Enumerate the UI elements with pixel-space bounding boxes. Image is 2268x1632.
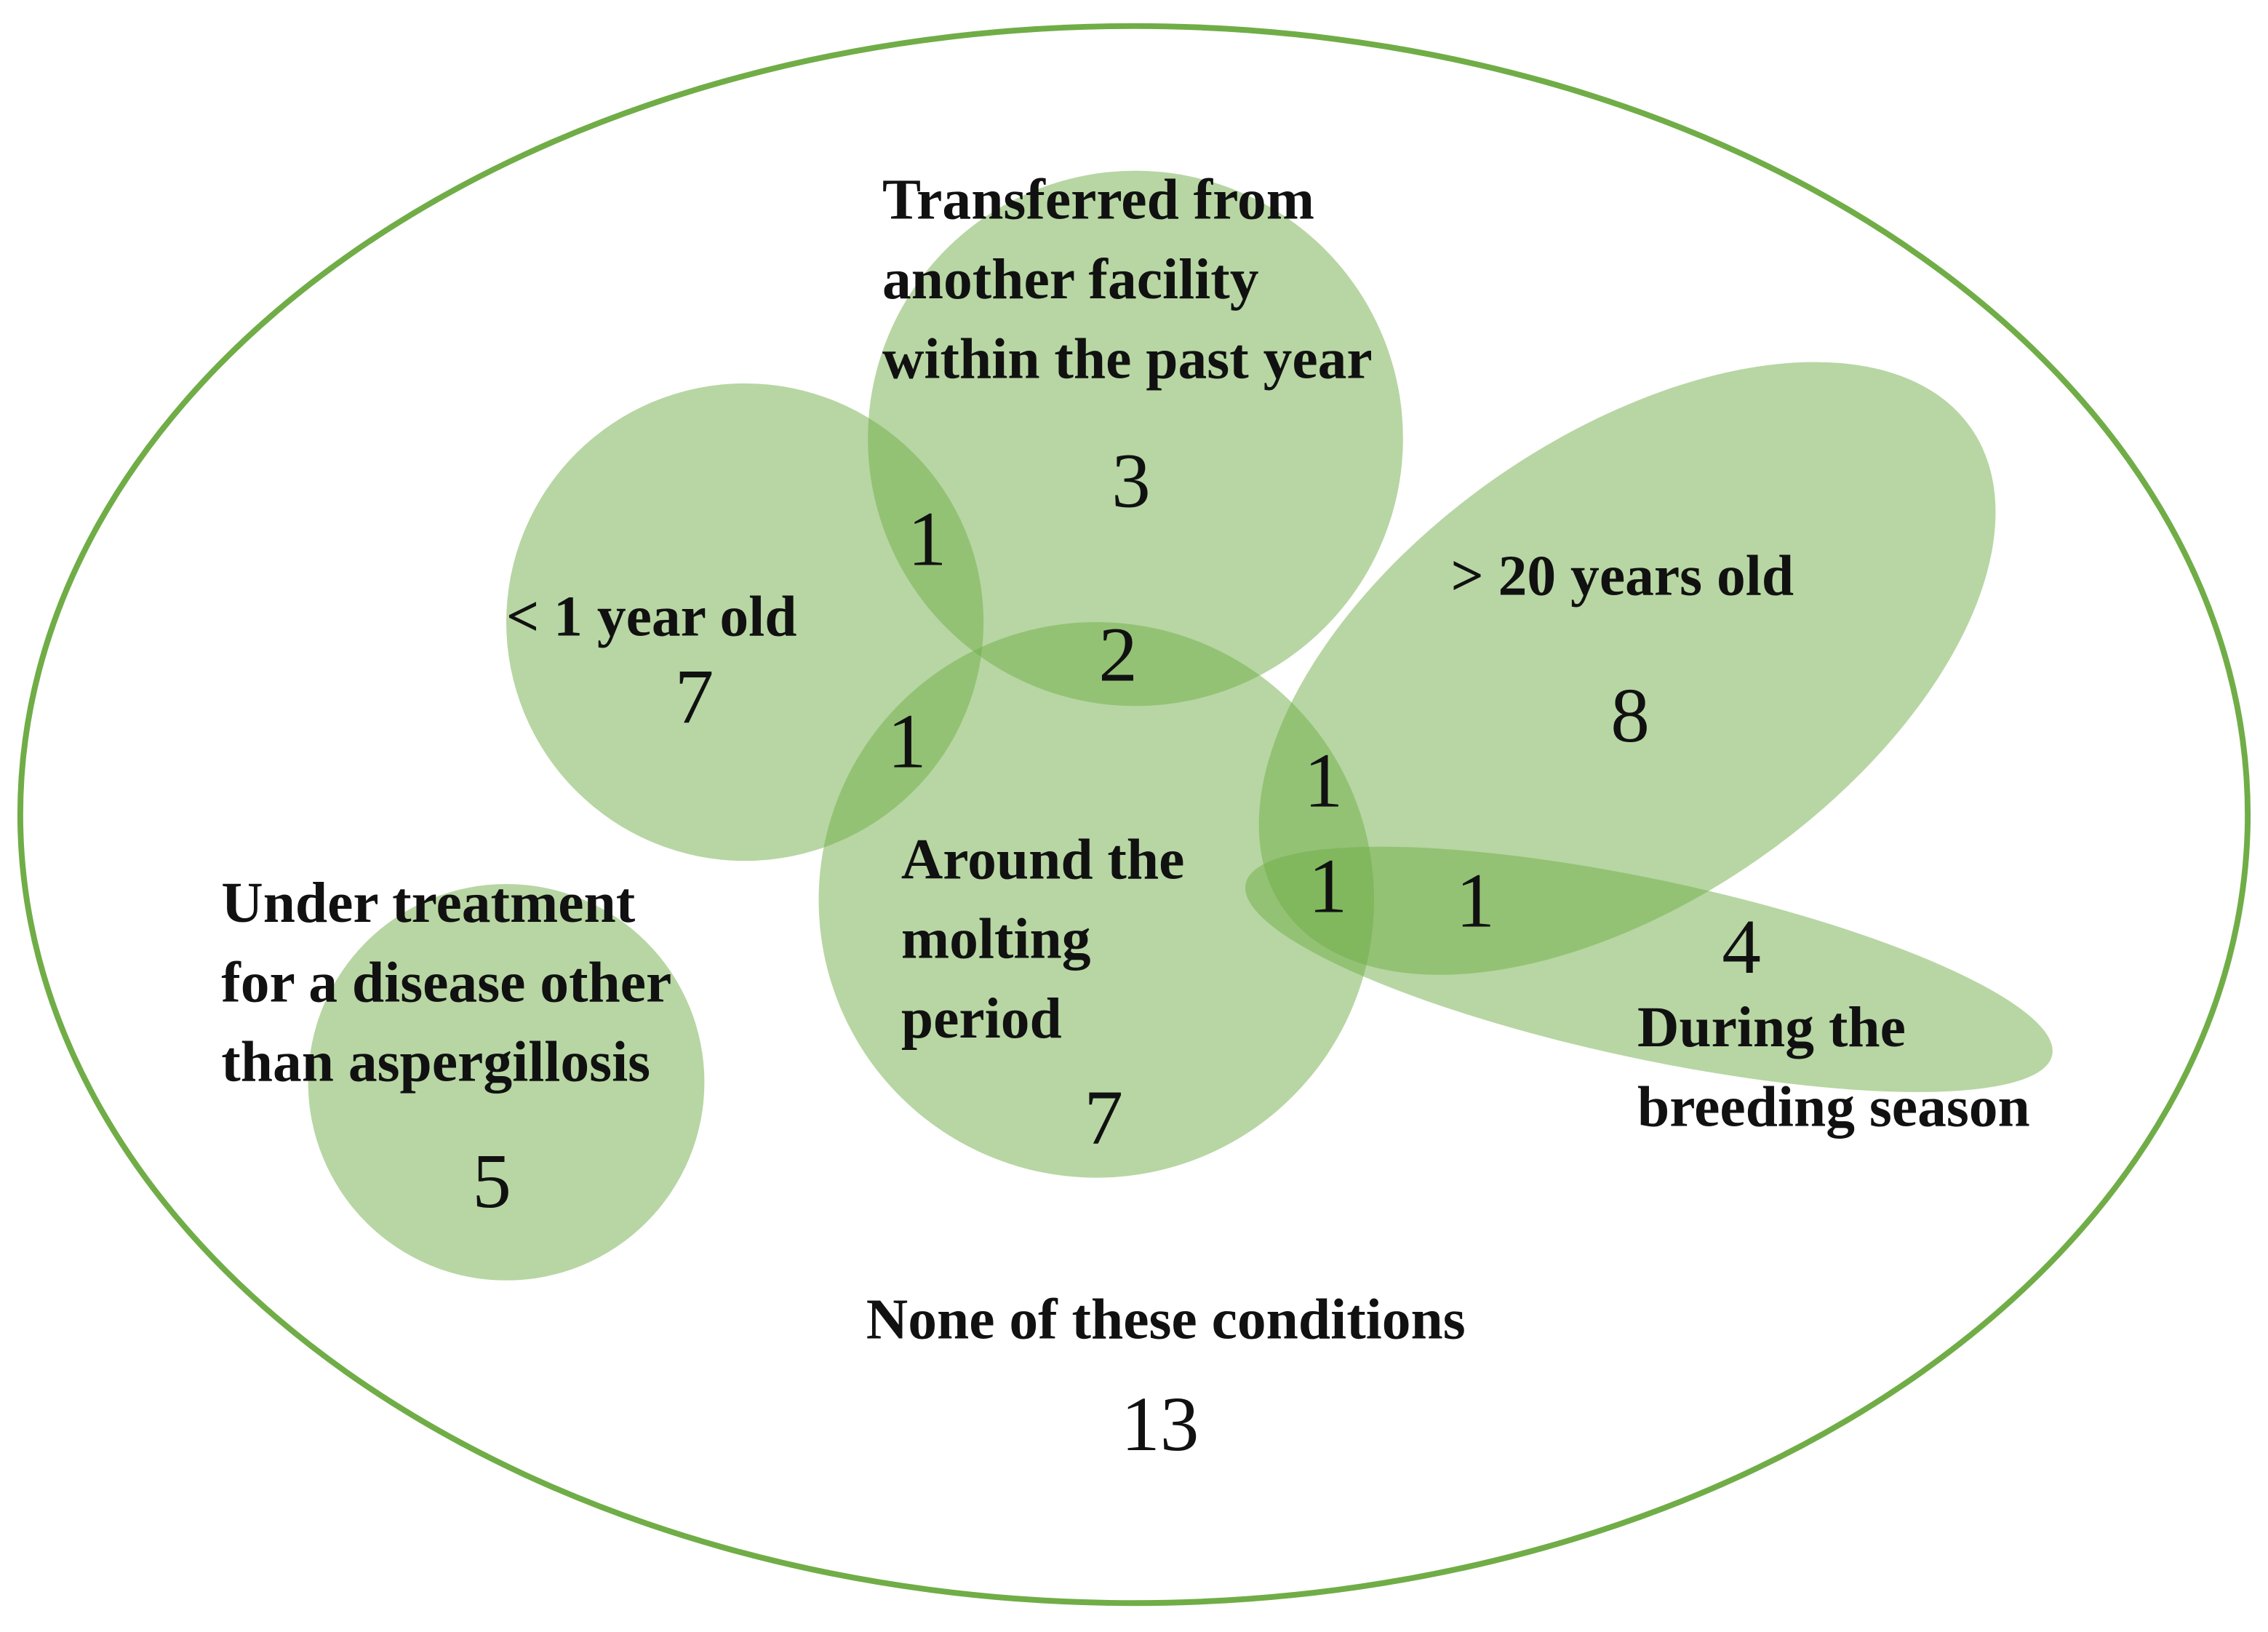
set-transferred — [868, 170, 1403, 706]
outside-count: 13 — [1121, 1381, 1199, 1468]
set-label: During the — [1637, 995, 1906, 1059]
set-over-20-years — [1258, 362, 1996, 975]
region-count: 1 — [887, 698, 927, 785]
region-count: 1 — [908, 495, 947, 582]
set-label: than aspergillosis — [221, 1030, 650, 1094]
region-count: 1 — [1309, 843, 1348, 930]
set-label: < 1 year old — [506, 584, 796, 648]
set-breeding — [1245, 846, 2053, 1092]
region-count: 3 — [1111, 438, 1151, 525]
region-count: 1 — [1304, 737, 1343, 824]
set-label: > 20 years old — [1450, 544, 1794, 608]
set-label: for a disease other — [221, 950, 671, 1014]
set-label: Around the — [901, 827, 1185, 891]
set-label: molting — [901, 907, 1091, 971]
set-molting — [818, 622, 1375, 1178]
region-count: 4 — [1722, 904, 1761, 990]
set-label: within the past year — [882, 327, 1373, 391]
set-label: Under treatment — [221, 871, 636, 935]
set-treatment — [308, 883, 705, 1281]
region-count: 5 — [472, 1138, 511, 1225]
region-count: 1 — [1456, 857, 1495, 944]
region-count: 8 — [1610, 672, 1650, 759]
set-label: breeding season — [1637, 1075, 2030, 1139]
region-count: 2 — [1098, 611, 1138, 698]
outside-label: None of these conditions — [866, 1288, 1466, 1352]
set-label: another facility — [882, 247, 1259, 311]
set-under-1-year — [506, 383, 984, 861]
universe-ellipse — [17, 23, 2251, 1607]
set-label: Transferred from — [882, 168, 1314, 232]
set-label: period — [901, 987, 1062, 1051]
region-count: 7 — [1084, 1075, 1123, 1161]
region-count: 7 — [675, 653, 714, 740]
